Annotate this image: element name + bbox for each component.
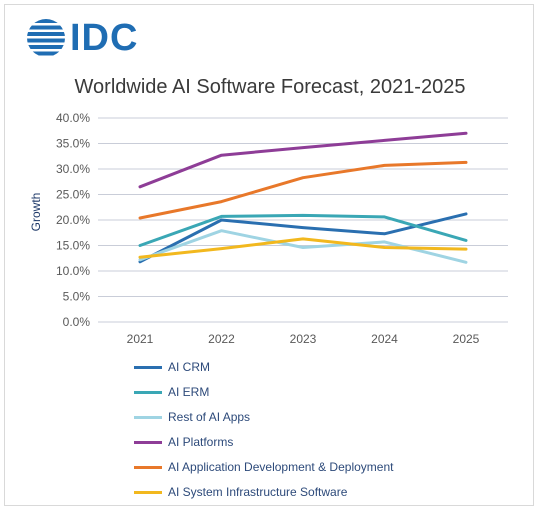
legend-item: AI System Infrastructure Software <box>134 483 454 501</box>
series-line <box>138 237 468 259</box>
legend-swatch <box>134 390 162 394</box>
x-tick-label: 2022 <box>208 332 235 346</box>
series-line <box>138 213 468 247</box>
legend-label: AI Platforms <box>168 435 234 449</box>
idc-logo: IDC <box>26 16 138 60</box>
logo-text: IDC <box>70 17 139 59</box>
series-line <box>138 212 468 264</box>
legend-label: AI Application Development & Deployment <box>168 460 394 474</box>
series-line <box>138 131 468 189</box>
y-tick-label: 30.0% <box>56 162 90 176</box>
y-axis-label: Growth <box>29 193 43 232</box>
x-tick-label: 2023 <box>290 332 317 346</box>
x-axis-ticks: 2021 2022 2023 2024 2025 <box>127 332 480 346</box>
globe-icon <box>27 19 65 56</box>
legend-label: AI ERM <box>168 385 210 399</box>
y-tick-label: 35.0% <box>56 137 90 151</box>
series-line <box>138 160 468 220</box>
legend-label: AI System Infrastructure Software <box>168 485 348 499</box>
legend-item: AI ERM <box>134 383 454 401</box>
y-axis-ticks: 0.0% 5.0% 10.0% 15.0% 20.0% 25.0% 30.0% 35.0% 40… <box>56 111 90 329</box>
x-tick-label: 2025 <box>453 332 480 346</box>
y-tick-label: 25.0% <box>56 188 90 202</box>
chart-title: Worldwide AI Software Forecast, 2021-202… <box>74 76 466 98</box>
legend-item: AI Platforms <box>134 433 454 451</box>
legend-swatch <box>134 365 162 369</box>
legend-item: AI Application Development & Deployment <box>134 458 454 476</box>
y-tick-label: 10.0% <box>56 264 90 278</box>
legend-item: AI CRM <box>134 358 454 376</box>
legend-label: Rest of AI Apps <box>168 410 251 424</box>
legend-swatch <box>134 465 162 469</box>
y-tick-label: 40.0% <box>56 111 90 125</box>
legend-swatch <box>134 440 162 444</box>
x-tick-label: 2021 <box>127 332 154 346</box>
y-tick-label: 0.0% <box>63 315 91 329</box>
legend-swatch <box>134 415 162 419</box>
chart-frame <box>4 4 534 506</box>
y-tick-label: 15.0% <box>56 239 90 253</box>
x-tick-label: 2024 <box>371 332 398 346</box>
series-lines <box>138 131 468 264</box>
y-tick-label: 5.0% <box>63 290 91 304</box>
legend-label: AI CRM <box>168 360 210 374</box>
y-tick-label: 20.0% <box>56 213 90 227</box>
legend-swatch <box>134 490 162 494</box>
legend-item: Rest of AI Apps <box>134 408 454 426</box>
